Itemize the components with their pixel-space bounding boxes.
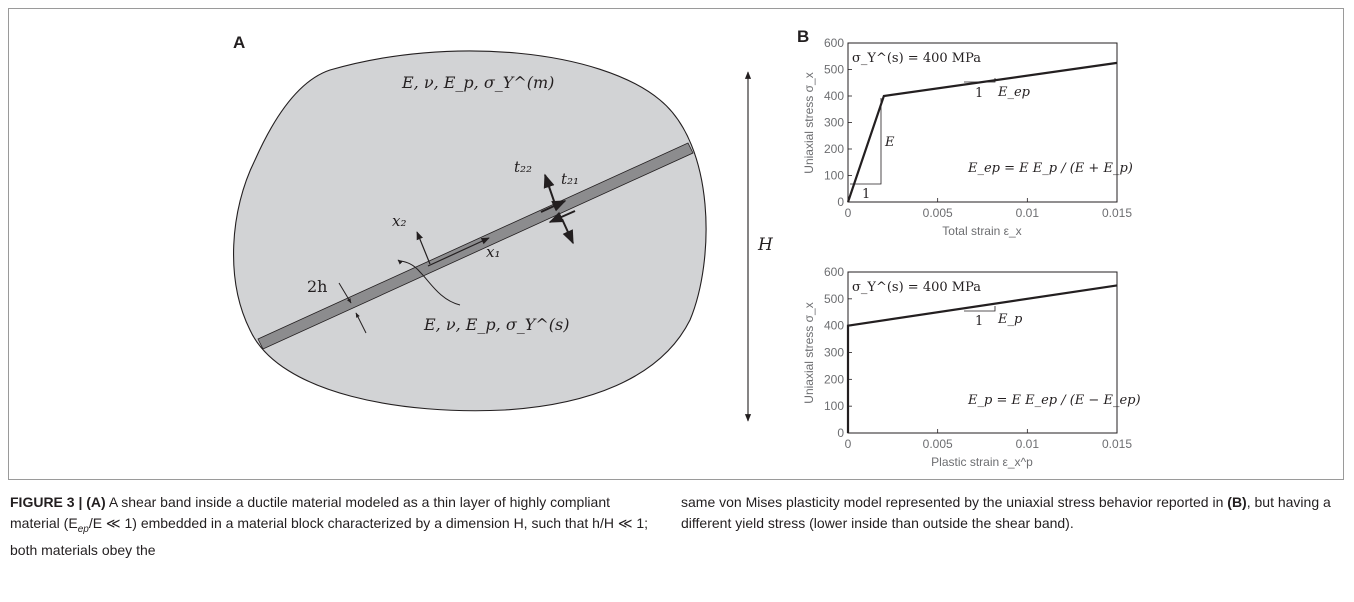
chart1-ytick-label: 500 — [824, 63, 844, 77]
chart1-xtick-label: 0.015 — [1102, 206, 1132, 220]
x1-label: x₁ — [486, 243, 500, 261]
t21-arrow-upper — [540, 200, 567, 213]
chart1-yield-annotation: σ_Y^(s) = 400 MPa — [852, 51, 981, 66]
chart2-ytick-label: 600 — [824, 265, 844, 279]
t21-label: t₂₁ — [561, 170, 579, 188]
chart2-ytick-label: 500 — [824, 292, 844, 306]
chart1-formula: E_ep = E E_p / (E + E_p) — [967, 161, 1133, 176]
chart2-plastic-unit: 1 — [975, 314, 983, 329]
figure-caption-left: FIGURE 3 | (A) A shear band inside a duc… — [10, 492, 655, 561]
band-properties-label: E, ν, E_p, σ_Y^(s) — [423, 315, 569, 334]
x1-axis-arrow — [427, 237, 490, 267]
chart1-plastic-triangle — [964, 78, 996, 83]
figure-caption-right: same von Mises plasticity model represen… — [681, 492, 1346, 534]
chart-plastic-strain: 0 100 200 300 400 500 600 0 0.005 0.01 0.015 1 E_p… — [802, 265, 1141, 469]
chart1-unit-label: 1 — [862, 187, 870, 202]
t22-arrow — [543, 173, 556, 205]
chart2-slope-label: E_p — [997, 312, 1023, 327]
figure-frame — [8, 8, 1344, 480]
height-label: H — [757, 235, 774, 255]
caption-subscript: ep — [77, 523, 89, 535]
chart1-ytick-label: 0 — [837, 195, 844, 209]
caption-ref-b: (B) — [1227, 494, 1247, 510]
t22-arrow-lower — [561, 218, 574, 245]
thickness-label: 2h — [307, 277, 327, 296]
chart2-ytick-label: 400 — [824, 319, 844, 333]
matrix-block — [233, 50, 707, 412]
chart1-plastic-unit: 1 — [975, 86, 983, 101]
caption-label: FIGURE 3 | (A) — [10, 494, 106, 510]
t22-label: t₂₂ — [514, 158, 532, 176]
panel-a-letter: A — [233, 33, 245, 52]
x2-label: x₂ — [392, 212, 406, 230]
chart1-ytick-label: 600 — [824, 36, 844, 50]
chart1-ylabel: Uniaxial stress σ_x — [802, 72, 816, 173]
caption-text-4: , but having a different yield stress (l… — [681, 494, 1331, 531]
thickness-arrow-lower — [355, 312, 367, 334]
chart1-ytick-label: 300 — [824, 116, 844, 130]
chart1-xtick-label: 0.005 — [923, 206, 953, 220]
chart2-xtick-label: 0.005 — [923, 437, 953, 451]
thickness-arrow-upper — [338, 282, 352, 304]
caption-text-3: same von Mises plasticity model represen… — [681, 494, 1228, 510]
chart1-stress-strain-curve — [846, 61, 1118, 203]
chart2-xtick-label: 0.015 — [1102, 437, 1132, 451]
chart1-ytick-label: 100 — [824, 169, 844, 183]
chart2-ytick-label: 100 — [824, 399, 844, 413]
t21-arrow-lower — [548, 210, 576, 223]
chart2-plastic-triangle — [964, 306, 996, 312]
chart1-xtick-label: 0.01 — [1016, 206, 1040, 220]
chart1-ytick-label: 400 — [824, 89, 844, 103]
chart2-formula: E_p = E E_ep / (E − E_ep) — [967, 393, 1141, 408]
chart1-xlabel: Total strain ε_x — [942, 224, 1021, 238]
chart1-frame — [847, 42, 1118, 203]
chart2-ytick-label: 300 — [824, 346, 844, 360]
panel-b-letter: B — [797, 27, 809, 46]
chart1-xtick-label: 0 — [845, 206, 852, 220]
caption-text-2: /E ≪ 1) embedded in a material block cha… — [10, 515, 649, 558]
chart1-ytick-label: 200 — [824, 142, 844, 156]
x2-axis-arrow — [416, 231, 431, 265]
chart2-xtick-label: 0 — [845, 437, 852, 451]
chart2-yield-annotation: σ_Y^(s) = 400 MPa — [852, 280, 981, 295]
chart-total-strain: 0 100 200 300 400 500 600 0 0.005 0.01 0.015 E 1 1… — [802, 36, 1133, 238]
chart2-xlabel: Plastic strain ε_x^p — [931, 455, 1033, 469]
chart1-slope-label: E_ep — [997, 85, 1031, 100]
chart2-stress-strain-curve — [846, 284, 1118, 433]
matrix-properties-label: E, ν, E_p, σ_Y^(m) — [401, 73, 554, 92]
chart2-ytick-label: 0 — [837, 426, 844, 440]
chart1-elastic-triangle — [850, 98, 882, 185]
chart2-xtick-label: 0.01 — [1016, 437, 1040, 451]
caption-text-1: A shear band inside a ductile material m… — [10, 494, 610, 531]
chart2-ytick-label: 200 — [824, 372, 844, 386]
band-label-leader — [397, 259, 461, 306]
chart1-elastic-label: E — [884, 135, 895, 150]
chart2-ylabel: Uniaxial stress σ_x — [802, 302, 816, 403]
chart2-frame — [847, 271, 1118, 434]
shear-band — [257, 142, 694, 350]
